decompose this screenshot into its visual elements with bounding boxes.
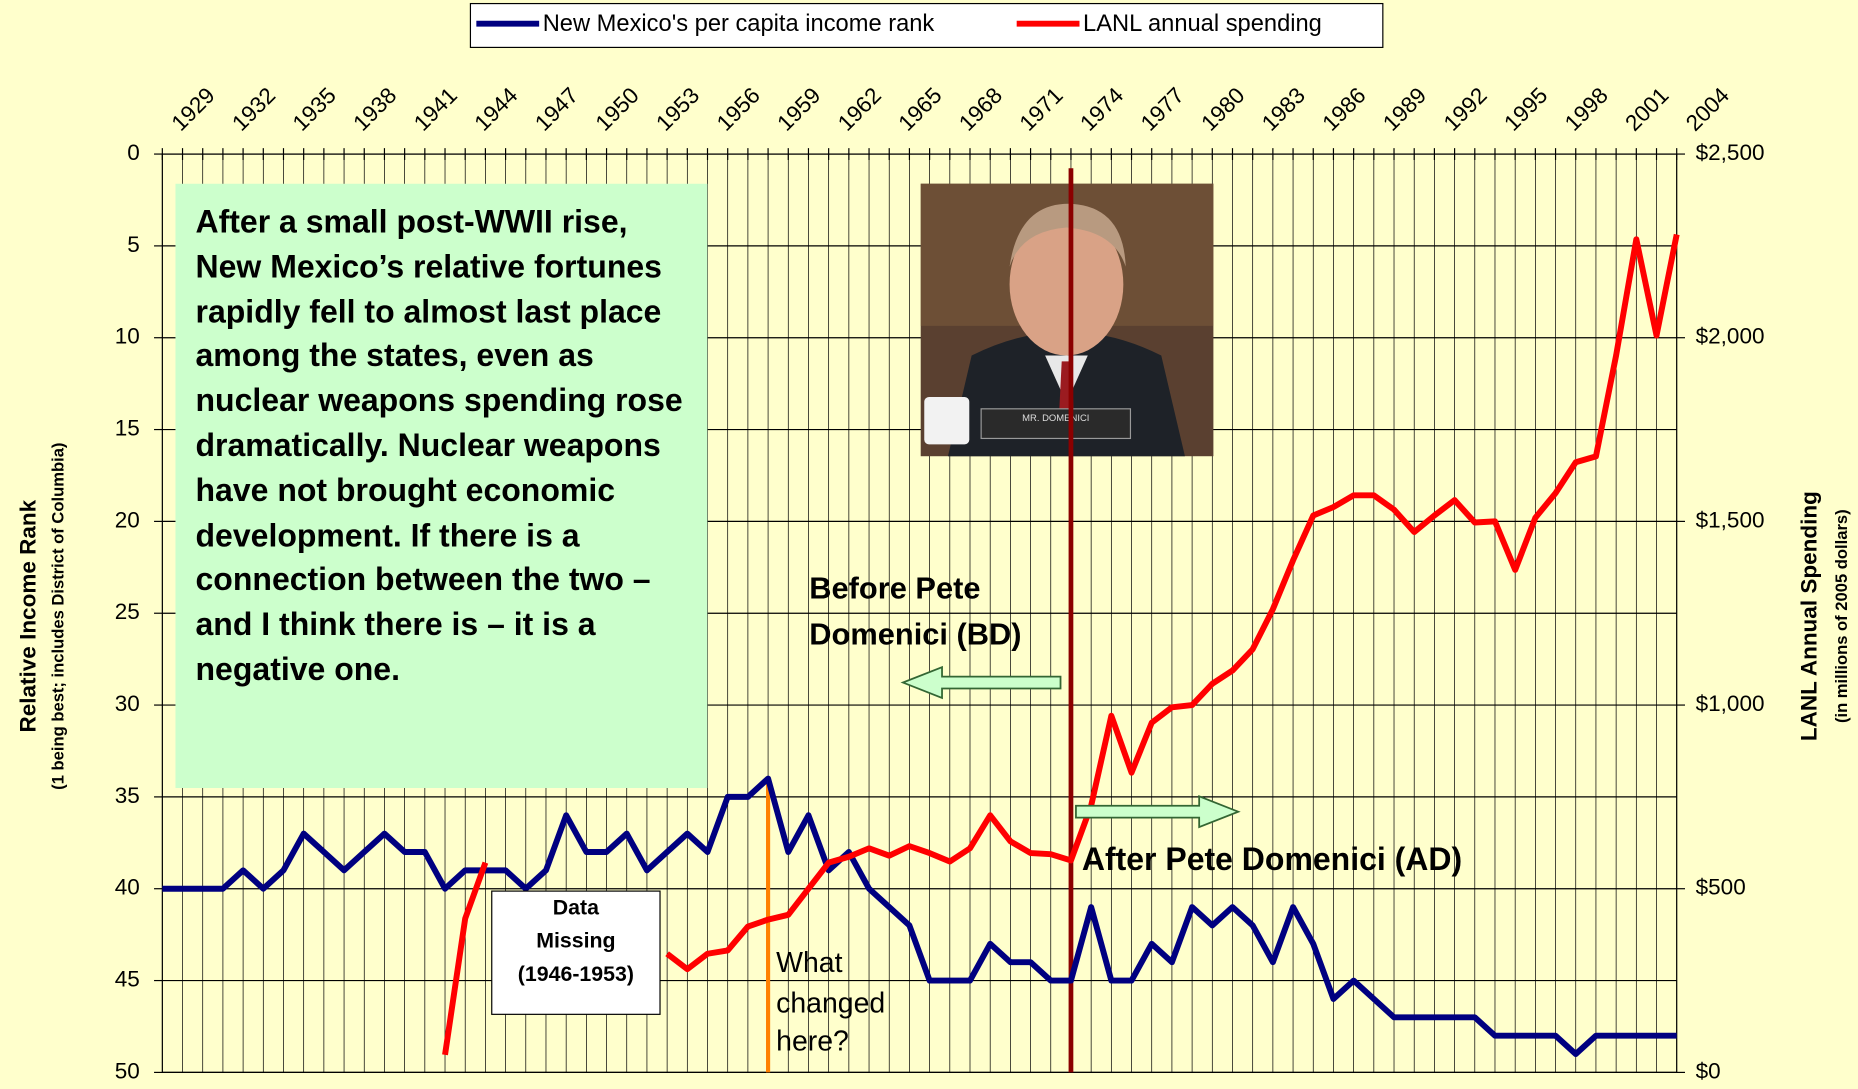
photo: MR. DOMENICI (920, 183, 1214, 457)
y-tick-label: 20 (115, 507, 140, 532)
summary-background: After a small post-WWII rise, New Mexico… (175, 183, 708, 789)
missing-box (491, 890, 661, 1015)
legend-box (469, 2, 1384, 49)
changed-label: What (776, 947, 842, 979)
missing-label: Data (553, 895, 599, 919)
legend-label: New Mexico's per capita income rank (543, 11, 935, 37)
photo-hair (1009, 203, 1126, 267)
photo-cup (924, 396, 970, 445)
y2-tick-label: $500 (1696, 875, 1746, 900)
y2-axis-title: LANL Annual Spending (1797, 491, 1822, 741)
before-arrow (900, 665, 1062, 700)
y2-tick-label: $2,000 (1696, 324, 1765, 349)
y-tick-label: 15 (115, 416, 140, 441)
y-axis-subtitle: (1 being best; includes District of Colu… (49, 443, 68, 790)
y-tick-label: 5 (127, 232, 140, 257)
y-tick-label: 40 (115, 875, 140, 900)
y2-axis-subtitle: (in millions of 2005 dollars) (1832, 509, 1851, 723)
y2-tick-label: $1,000 (1696, 691, 1765, 716)
y2-tick-label: $2,500 (1696, 140, 1765, 165)
photo-face (1009, 213, 1124, 356)
summary-box: After a small post-WWII rise, New Mexico… (175, 183, 708, 789)
missing-label: Missing (536, 929, 615, 953)
marks (162, 168, 1680, 1073)
y-tick-label: 10 (115, 324, 140, 349)
y-tick-label: 30 (115, 691, 140, 716)
y-axis-title: Relative Income Rank (16, 499, 41, 732)
annotations: Before Pete Domenici (BD) After Pete Dom… (16, 443, 1851, 1058)
after-arrow (1075, 794, 1241, 829)
y-tick-label: 45 (115, 967, 140, 992)
y-tick-label: 0 (127, 140, 140, 165)
series-line (162, 775, 1677, 1057)
changed-label: changed (776, 987, 885, 1019)
y2-tick-label: $0 (1696, 1058, 1721, 1083)
before-label: Before Pete (809, 570, 980, 605)
after-label: After Pete Domenici (AD) (1082, 841, 1462, 877)
nameplate-text: MR. DOMENICI (1022, 413, 1089, 424)
y2-tick-label: $1,500 (1696, 507, 1765, 532)
photo-nameplate (980, 408, 1132, 440)
y-tick-label: 35 (115, 783, 140, 808)
series-line (442, 233, 1680, 1056)
y-tick-label: 25 (115, 599, 140, 624)
summary-text: After a small post-WWII rise, New Mexico… (195, 203, 683, 688)
legend: New Mexico's per capita income rank LANL … (469, 2, 1384, 49)
before-label: Domenici (BD) (809, 616, 1021, 651)
changed-label: here? (776, 1025, 849, 1057)
missing-label: (1946-1953) (518, 962, 634, 986)
legend-label: LANL annual spending (1083, 11, 1322, 37)
y-tick-label: 50 (115, 1058, 140, 1083)
